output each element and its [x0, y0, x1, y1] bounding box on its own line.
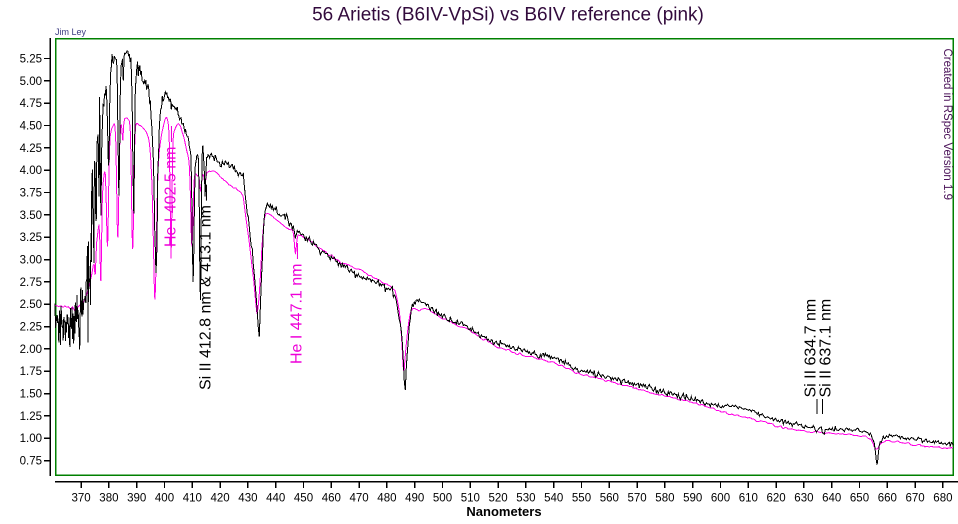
- svg-text:430: 430: [238, 493, 257, 505]
- svg-text:5.25: 5.25: [20, 54, 42, 66]
- svg-text:4.50: 4.50: [20, 121, 42, 133]
- svg-text:390: 390: [127, 493, 146, 505]
- svg-text:490: 490: [405, 493, 424, 505]
- svg-text:He I 447.1 nm —: He I 447.1 nm —: [289, 243, 306, 364]
- svg-text:560: 560: [600, 493, 619, 505]
- svg-text:450: 450: [294, 493, 313, 505]
- svg-text:380: 380: [99, 493, 118, 505]
- svg-text:590: 590: [683, 493, 702, 505]
- svg-text:Si II 637.1 nm: Si II 637.1 nm: [818, 299, 835, 398]
- svg-text:Jim Ley: Jim Ley: [55, 27, 87, 37]
- svg-text:540: 540: [544, 493, 563, 505]
- svg-text:640: 640: [822, 493, 841, 505]
- svg-text:580: 580: [655, 493, 674, 505]
- svg-text:0.75: 0.75: [20, 456, 42, 468]
- svg-text:He I 402.5 nm —: He I 402.5 nm —: [163, 126, 180, 247]
- svg-text:610: 610: [739, 493, 758, 505]
- svg-text:650: 650: [850, 493, 869, 505]
- svg-text:550: 550: [572, 493, 591, 505]
- svg-text:660: 660: [878, 493, 897, 505]
- svg-text:620: 620: [767, 493, 786, 505]
- svg-text:5.00: 5.00: [20, 76, 42, 88]
- svg-text:3.75: 3.75: [20, 188, 42, 200]
- svg-text:370: 370: [72, 493, 91, 505]
- svg-text:470: 470: [350, 493, 369, 505]
- svg-text:4.00: 4.00: [20, 165, 42, 177]
- svg-text:3.00: 3.00: [20, 255, 42, 267]
- svg-text:480: 480: [377, 493, 396, 505]
- svg-text:2.25: 2.25: [20, 322, 42, 334]
- svg-text:670: 670: [906, 493, 925, 505]
- svg-text:530: 530: [516, 493, 535, 505]
- svg-text:570: 570: [628, 493, 647, 505]
- svg-text:680: 680: [933, 493, 952, 505]
- svg-text:3.25: 3.25: [20, 232, 42, 244]
- svg-text:630: 630: [794, 493, 813, 505]
- svg-text:400: 400: [155, 493, 174, 505]
- svg-text:1.00: 1.00: [20, 433, 42, 445]
- svg-text:520: 520: [489, 493, 508, 505]
- svg-text:1.50: 1.50: [20, 389, 42, 401]
- svg-text:510: 510: [461, 493, 480, 505]
- svg-text:4.25: 4.25: [20, 143, 42, 155]
- svg-text:460: 460: [322, 493, 341, 505]
- svg-text:1.25: 1.25: [20, 411, 42, 423]
- svg-text:Nanometers: Nanometers: [466, 504, 541, 519]
- svg-text:1.75: 1.75: [20, 366, 42, 378]
- svg-text:Created in RSpec Version 1.9: Created in RSpec Version 1.9: [941, 49, 953, 201]
- svg-text:56 Arietis (B6IV-VpSi) vs B6IV: 56 Arietis (B6IV-VpSi) vs B6IV reference…: [312, 5, 704, 26]
- svg-text:4.75: 4.75: [20, 98, 42, 110]
- svg-text:500: 500: [433, 493, 452, 505]
- svg-text:420: 420: [211, 493, 230, 505]
- svg-text:Si II 412.8 nm & 413.1 nm —: Si II 412.8 nm & 413.1 nm —: [198, 185, 215, 390]
- svg-text:2.50: 2.50: [20, 299, 42, 311]
- svg-text:440: 440: [266, 493, 285, 505]
- svg-text:2.00: 2.00: [20, 344, 42, 356]
- svg-text:410: 410: [183, 493, 202, 505]
- svg-text:2.75: 2.75: [20, 277, 42, 289]
- svg-text:600: 600: [711, 493, 730, 505]
- svg-text:Si II 634.7 nm: Si II 634.7 nm: [803, 299, 820, 398]
- svg-text:3.50: 3.50: [20, 210, 42, 222]
